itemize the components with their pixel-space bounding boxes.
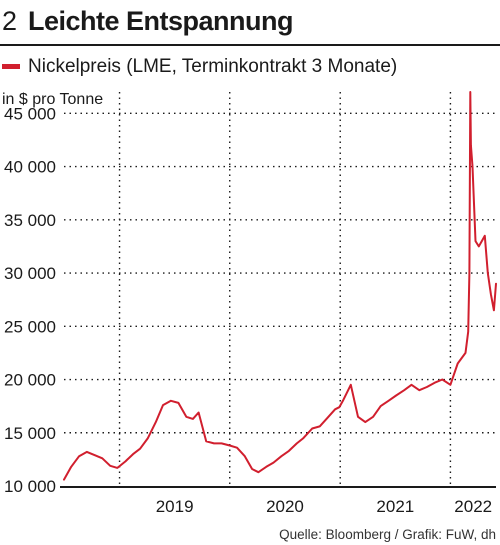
- y-tick-label: 20 000: [4, 371, 56, 390]
- y-tick-label: 35 000: [4, 211, 56, 230]
- y-tick-label: 25 000: [4, 317, 56, 336]
- y-tick-label: 40 000: [4, 158, 56, 177]
- x-tick-label: 2020: [266, 497, 304, 516]
- x-tick-label: 2019: [156, 497, 194, 516]
- y-tick-label: 10 000: [4, 477, 56, 496]
- chart-number: 2: [2, 6, 18, 36]
- legend-label: Nickelpreis (LME, Terminkontrakt 3 Monat…: [28, 56, 398, 77]
- x-tick-label: 2021: [376, 497, 414, 516]
- legend-swatch: [2, 64, 20, 69]
- y-tick-label: 30 000: [4, 264, 56, 283]
- series-line-nickel-price: [63, 91, 497, 481]
- source-note: Quelle: Bloomberg / Grafik: FuW, dh: [279, 527, 496, 542]
- y-tick-label: 45 000: [4, 104, 56, 123]
- x-tick-label: 2022: [454, 497, 492, 516]
- chart-title: Leichte Entspannung: [28, 6, 294, 36]
- title-rule: [0, 44, 500, 46]
- chart-header: 2 Leichte Entspannung: [0, 6, 500, 40]
- y-axis-unit-label: in $ pro Tonne: [2, 91, 104, 108]
- y-tick-label: 15 000: [4, 424, 56, 443]
